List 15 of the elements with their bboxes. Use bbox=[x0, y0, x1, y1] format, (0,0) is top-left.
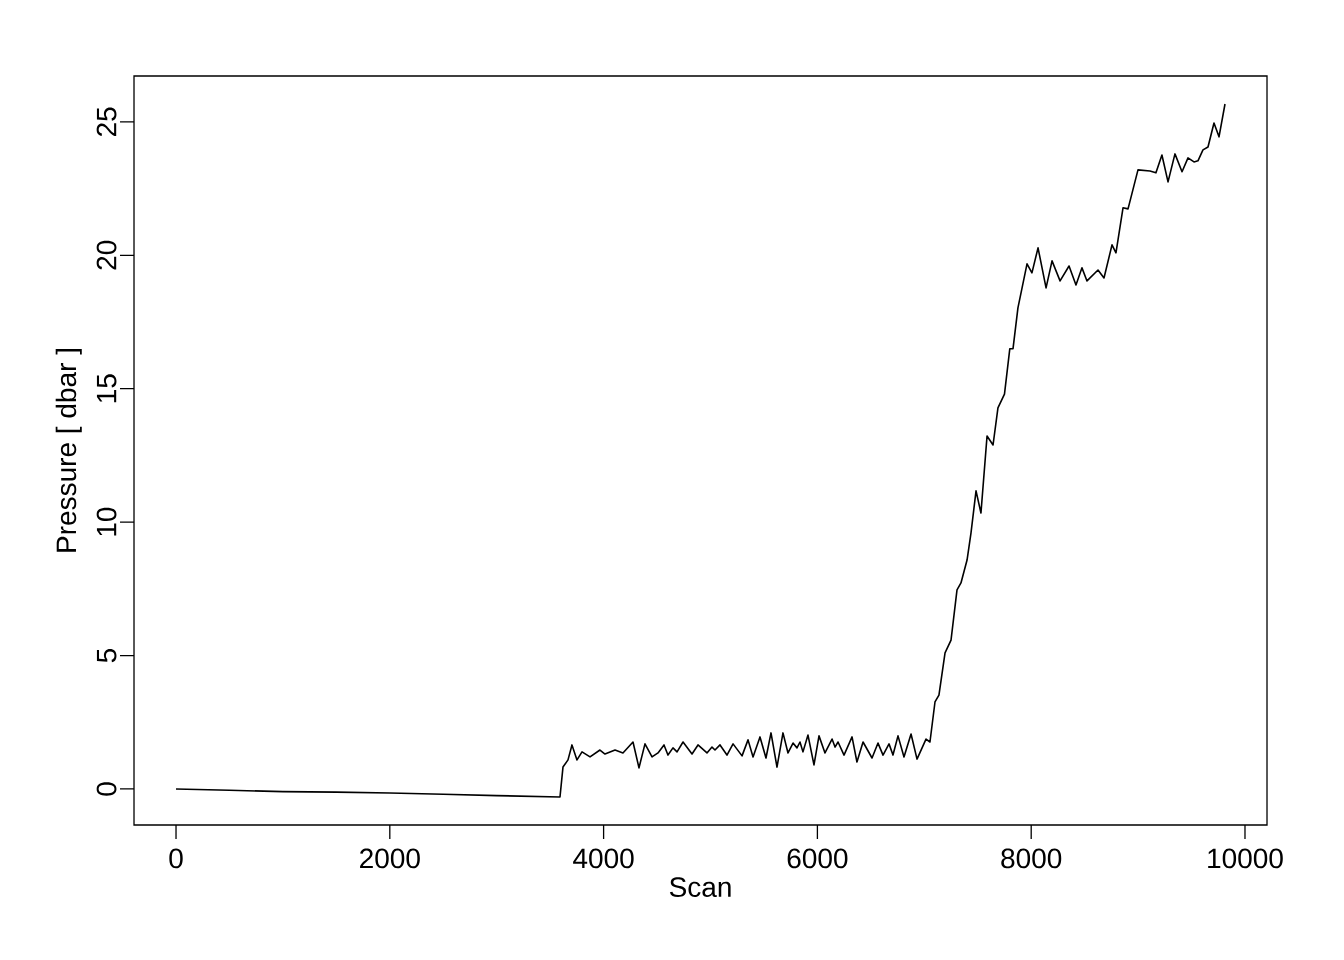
x-tick-label: 6000 bbox=[787, 848, 848, 869]
line-series bbox=[175, 103, 1226, 798]
y-tick-label: 10 bbox=[96, 507, 117, 536]
y-axis-title: Pressure [ dbar ] bbox=[55, 349, 82, 552]
y-tick-label: 20 bbox=[96, 240, 117, 270]
y-tick-label: 15 bbox=[96, 374, 117, 403]
x-axis-title: Scan bbox=[669, 877, 731, 898]
x-tick-label: 8000 bbox=[1001, 848, 1062, 869]
y-tick-label: 5 bbox=[96, 648, 117, 663]
x-tick-label: 4000 bbox=[573, 848, 634, 869]
y-tick-label: 25 bbox=[96, 107, 117, 137]
x-tick-label: 10000 bbox=[1208, 848, 1283, 869]
x-tick-label: 2000 bbox=[360, 848, 420, 869]
x-tick-label: 0 bbox=[169, 848, 183, 869]
y-tick-label: 0 bbox=[96, 782, 117, 796]
